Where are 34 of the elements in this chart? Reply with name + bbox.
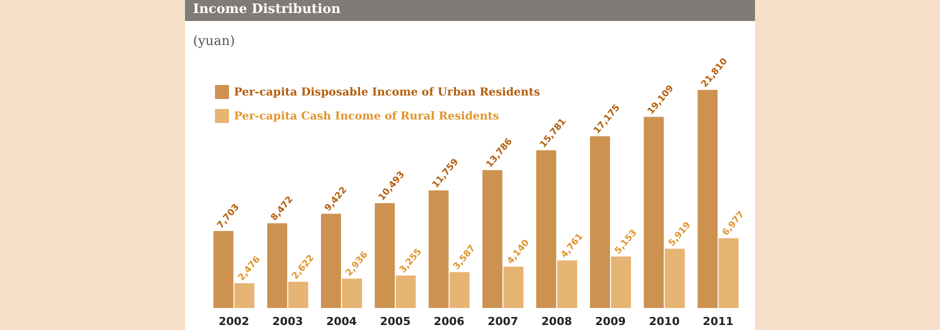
bar xyxy=(644,116,664,308)
bar xyxy=(234,283,254,308)
bar xyxy=(267,223,288,308)
x-tick-label: 2009 xyxy=(595,315,626,328)
x-tick-label: 2003 xyxy=(272,315,304,328)
bar xyxy=(664,248,685,308)
bar xyxy=(590,136,610,308)
bar xyxy=(213,230,234,308)
x-tick-label: 2002 xyxy=(218,315,250,328)
bar xyxy=(450,272,470,308)
x-tick-label: 2005 xyxy=(380,315,411,328)
bar xyxy=(482,170,502,308)
bar xyxy=(557,260,578,308)
bar xyxy=(396,275,416,308)
chart-title: Income Distribution xyxy=(185,0,755,21)
legend-label: Per-capita Cash Income of Rural Residents xyxy=(234,110,500,122)
bar xyxy=(321,214,341,308)
x-tick-label: 2008 xyxy=(541,315,572,328)
bar xyxy=(718,238,739,308)
x-tick-label: 2006 xyxy=(434,315,465,328)
y-axis-title: (yuan) xyxy=(193,34,235,49)
x-tick-label: 2010 xyxy=(648,315,680,328)
x-tick-label: 2004 xyxy=(326,315,358,328)
bar xyxy=(503,266,524,308)
x-tick-label: 2007 xyxy=(488,315,518,328)
bar xyxy=(288,282,308,308)
bar xyxy=(536,150,556,308)
bar xyxy=(611,256,631,308)
legend-label: Per-capita Disposable Income of Urban Residents xyxy=(234,86,540,98)
bar xyxy=(698,90,718,308)
bar xyxy=(342,278,362,308)
bar xyxy=(428,190,449,308)
x-tick-label: 2011 xyxy=(702,315,734,328)
bar xyxy=(374,203,395,308)
